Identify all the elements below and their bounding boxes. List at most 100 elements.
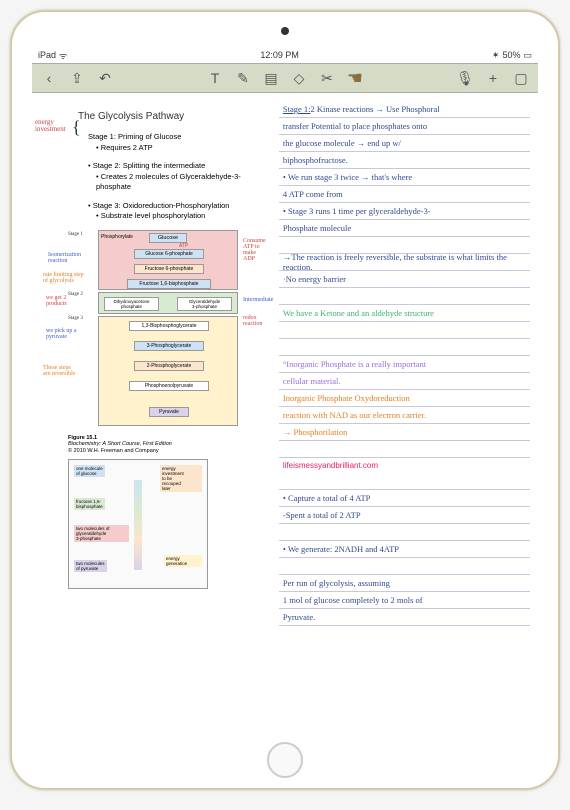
pyruvate-node: Pyruvate — [149, 407, 189, 417]
mic-button[interactable]: 🎙 — [456, 69, 474, 87]
carrier-label: iPad — [38, 50, 56, 60]
note-line: -Spent a total of 2 ATP — [279, 507, 530, 524]
ld-glucose: one moleculeof glucose — [74, 465, 105, 477]
battery-pct: 50% — [502, 50, 520, 60]
note-line: →The reaction is freely reversible, the … — [279, 254, 530, 271]
note-line: the glucose molecule → end up w/ — [279, 135, 530, 152]
eraser-tool[interactable]: ◇ — [290, 69, 308, 87]
wifi-icon: ᯤ — [59, 49, 67, 62]
watermark: lifeismessyandbrilliant.com — [283, 461, 530, 470]
stage3-label: Stage 3 — [68, 316, 83, 321]
figure-caption: Figure 15.1 Biochemistry: A Short Course… — [68, 435, 269, 455]
home-button[interactable] — [267, 742, 303, 778]
clock: 12:09 PM — [260, 50, 299, 60]
undo-button[interactable]: ↶ — [96, 69, 114, 87]
ld-two-mol: two molecules ofglyceraldehyde3-phosphat… — [74, 525, 129, 542]
note-line: 4 ATP come from — [279, 186, 530, 203]
text-tool[interactable]: T — [206, 69, 224, 87]
g6p-node: Glucose 6-phosphate — [134, 249, 204, 259]
ld-pyruvate: two moleculesof pyruvate — [74, 560, 107, 572]
note-line: • We run stage 3 twice → that's where — [279, 169, 530, 186]
right-column: Stage 1: 2 Kinase reactions → Use Phosph… — [275, 93, 538, 733]
note-line: Phosphate molecule — [279, 220, 530, 237]
ld-energy-gen: energygeneration — [164, 555, 202, 567]
note-line — [279, 322, 530, 339]
fig-book: Biochemistry: A Short Course, First Edit… — [68, 441, 172, 447]
note-line: Per run of glycolysis, assuming — [279, 575, 530, 592]
note-line: Pyruvate. — [279, 609, 530, 626]
fig-copyright: © 2010 W.H. Freeman and Company — [68, 448, 159, 454]
ipad-frame: iPad ᯤ 12:09 PM ✶ 50% ▭ ‹ ⇪ ↶ T ✎ ▤ ◇ ✂ — [10, 10, 560, 790]
content-area: The Glycolysis Pathway energyinvestment … — [32, 93, 538, 733]
note-line: Stage 1: 2 Kinase reactions → Use Phosph… — [279, 101, 530, 118]
note-line — [279, 473, 530, 490]
anno-redox: redox reaction — [243, 315, 268, 327]
stage-1: Stage 1: Priming of Glucose • Requires 2… — [88, 132, 269, 153]
note-line: reaction with NAD as our electron carrie… — [279, 407, 530, 424]
stage1-label: Stage 1 — [68, 232, 83, 237]
bpg-node: 1,3-Bisphosphoglycerate — [129, 321, 209, 331]
stage1-box: Glucose Phosphorylate ATP ADP Glucose 6-… — [98, 230, 238, 290]
camera — [281, 27, 289, 35]
note-line — [279, 558, 530, 575]
dhap-node: Dihydroxyacetonephosphate — [104, 297, 159, 311]
anno-we-get-2: we get 2products — [46, 295, 67, 307]
handwritten-notes: Stage 1: 2 Kinase reactions → Use Phosph… — [279, 101, 530, 626]
note-line — [279, 441, 530, 458]
stage-2: • Stage 2: Splitting the intermediate • … — [88, 161, 269, 193]
phosphorylate-label: Phosphorylate — [101, 234, 133, 240]
status-bar: iPad ᯤ 12:09 PM ✶ 50% ▭ — [32, 47, 538, 63]
stage-2-sub: • Creates 2 molecules of Glyceraldehyde-… — [96, 172, 269, 193]
bracket-icon: { — [72, 117, 81, 138]
pencil-tool[interactable]: ✎ — [234, 69, 252, 87]
screen: iPad ᯤ 12:09 PM ✶ 50% ▭ ‹ ⇪ ↶ T ✎ ▤ ◇ ✂ — [32, 47, 538, 733]
share-button[interactable]: ⇪ — [68, 69, 86, 87]
anno-consume-atp: Consume ATP tomake ADP — [243, 238, 268, 262]
note-line — [279, 288, 530, 305]
ld-energy-inv: energyinvestmentto berecoupedlater — [160, 465, 202, 492]
ld-pathway-bar — [134, 480, 142, 570]
fig-num: Figure 15.1 — [68, 435, 97, 441]
f16bp-node: Fructose 1,6-bisphosphate — [127, 279, 211, 289]
pep-node: Phosphoenolpyruvate — [129, 381, 209, 391]
anno-energy-investment: energyinvestment — [35, 119, 66, 133]
stage2-label: Stage 2 — [68, 292, 83, 297]
note-line — [279, 524, 530, 541]
stage-1-heading: Stage 1: Priming of Glucose — [88, 132, 269, 143]
f6p-node: Fructose 6-phosphate — [134, 264, 204, 274]
toolbar: ‹ ⇪ ↶ T ✎ ▤ ◇ ✂ ☚ 🎙 + ▢ — [32, 63, 538, 93]
gap-node: Glyceraldehyde3-phosphate — [177, 297, 232, 311]
stage-3: • Stage 3: Oxidoreduction-Phosphorylatio… — [88, 201, 269, 222]
note-line: °Inorganic Phosphate is a really importa… — [279, 356, 530, 373]
bookmark-button[interactable]: ▢ — [512, 69, 530, 87]
stage-3-heading: • Stage 3: Oxidoreduction-Phosphorylatio… — [88, 201, 269, 212]
hand-tool[interactable]: ☚ — [346, 69, 364, 87]
page-title: The Glycolysis Pathway — [78, 111, 269, 122]
scissors-tool[interactable]: ✂ — [318, 69, 336, 87]
anno-we-pick: we pick up apyruvate — [46, 328, 77, 340]
stage-1-sub: • Requires 2 ATP — [96, 143, 269, 154]
note-line: → Phosphorilation — [279, 424, 530, 441]
bluetooth-icon: ✶ — [492, 50, 500, 61]
note-line: transfer Potential to place phosphates o… — [279, 118, 530, 135]
stage3-box: 1,3-Bisphosphoglycerate 3-Phosphoglycera… — [98, 316, 238, 426]
glycolysis-diagram: Stage 1 Glucose Phosphorylate ATP ADP Gl… — [68, 230, 268, 430]
note-line: biphosphofructose. — [279, 152, 530, 169]
anno-reversible: These stepsare reversible — [43, 365, 75, 377]
left-column: The Glycolysis Pathway energyinvestment … — [32, 93, 275, 733]
note-line: • Capture a total of 4 ATP — [279, 490, 530, 507]
stage-2-heading: • Stage 2: Splitting the intermediate — [88, 161, 269, 172]
add-button[interactable]: + — [484, 69, 502, 87]
note-line: • Stage 3 runs 1 time per glyceraldehyde… — [279, 203, 530, 220]
back-button[interactable]: ‹ — [40, 69, 58, 87]
stage-3-sub: • Substrate level phosphorylation — [96, 211, 269, 222]
anno-isomerization: Isomerizationreaction — [48, 252, 81, 264]
note-line: • We generate: 2NADH and 4ATP — [279, 541, 530, 558]
note-line: We have a Ketone and an aldehyde structu… — [279, 305, 530, 322]
note-line: Inorganic Phosphate Oxydoreduction — [279, 390, 530, 407]
note-line: cellular material. — [279, 373, 530, 390]
highlighter-tool[interactable]: ▤ — [262, 69, 280, 87]
anno-rate-limiting: rate limiting stepof glycolysis — [43, 272, 84, 284]
note-line — [279, 339, 530, 356]
note-line: 1 mol of glucose completely to 2 mols of — [279, 592, 530, 609]
